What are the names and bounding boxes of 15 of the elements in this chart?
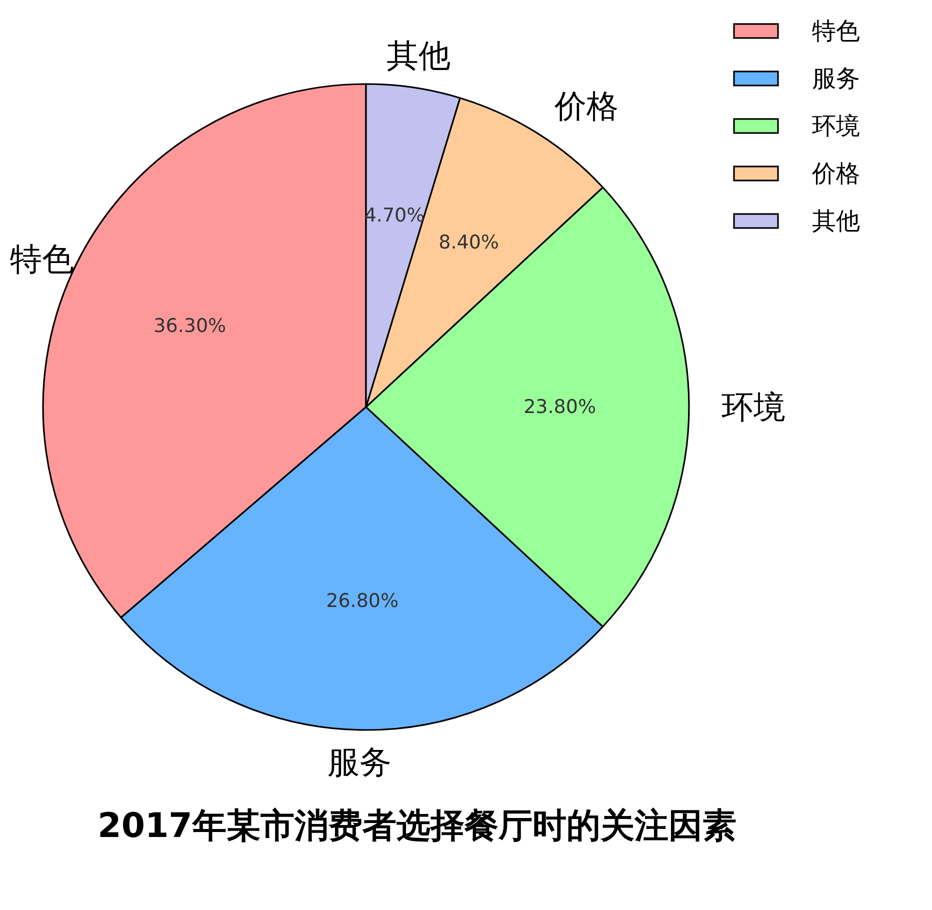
legend-label: 特色 xyxy=(812,17,860,45)
legend-label: 服务 xyxy=(812,64,860,92)
data-label: 8.40% xyxy=(438,232,499,254)
slice-label: 价格 xyxy=(553,86,618,125)
slice-label: 其他 xyxy=(386,36,450,75)
data-label: 26.80% xyxy=(326,590,399,612)
slice-label: 服务 xyxy=(327,743,392,782)
text: 2017年某市消费者选择餐厅时的关注因素 xyxy=(98,806,736,846)
data-label: 36.30% xyxy=(154,315,226,338)
slice-label: 环境 xyxy=(721,388,786,426)
legend-label: 价格 xyxy=(811,160,860,188)
legend-label: 其他 xyxy=(812,207,860,235)
slice-label: 特色 xyxy=(10,240,74,278)
legend-label: 环境 xyxy=(812,112,860,140)
data-label: 23.80% xyxy=(524,396,596,418)
